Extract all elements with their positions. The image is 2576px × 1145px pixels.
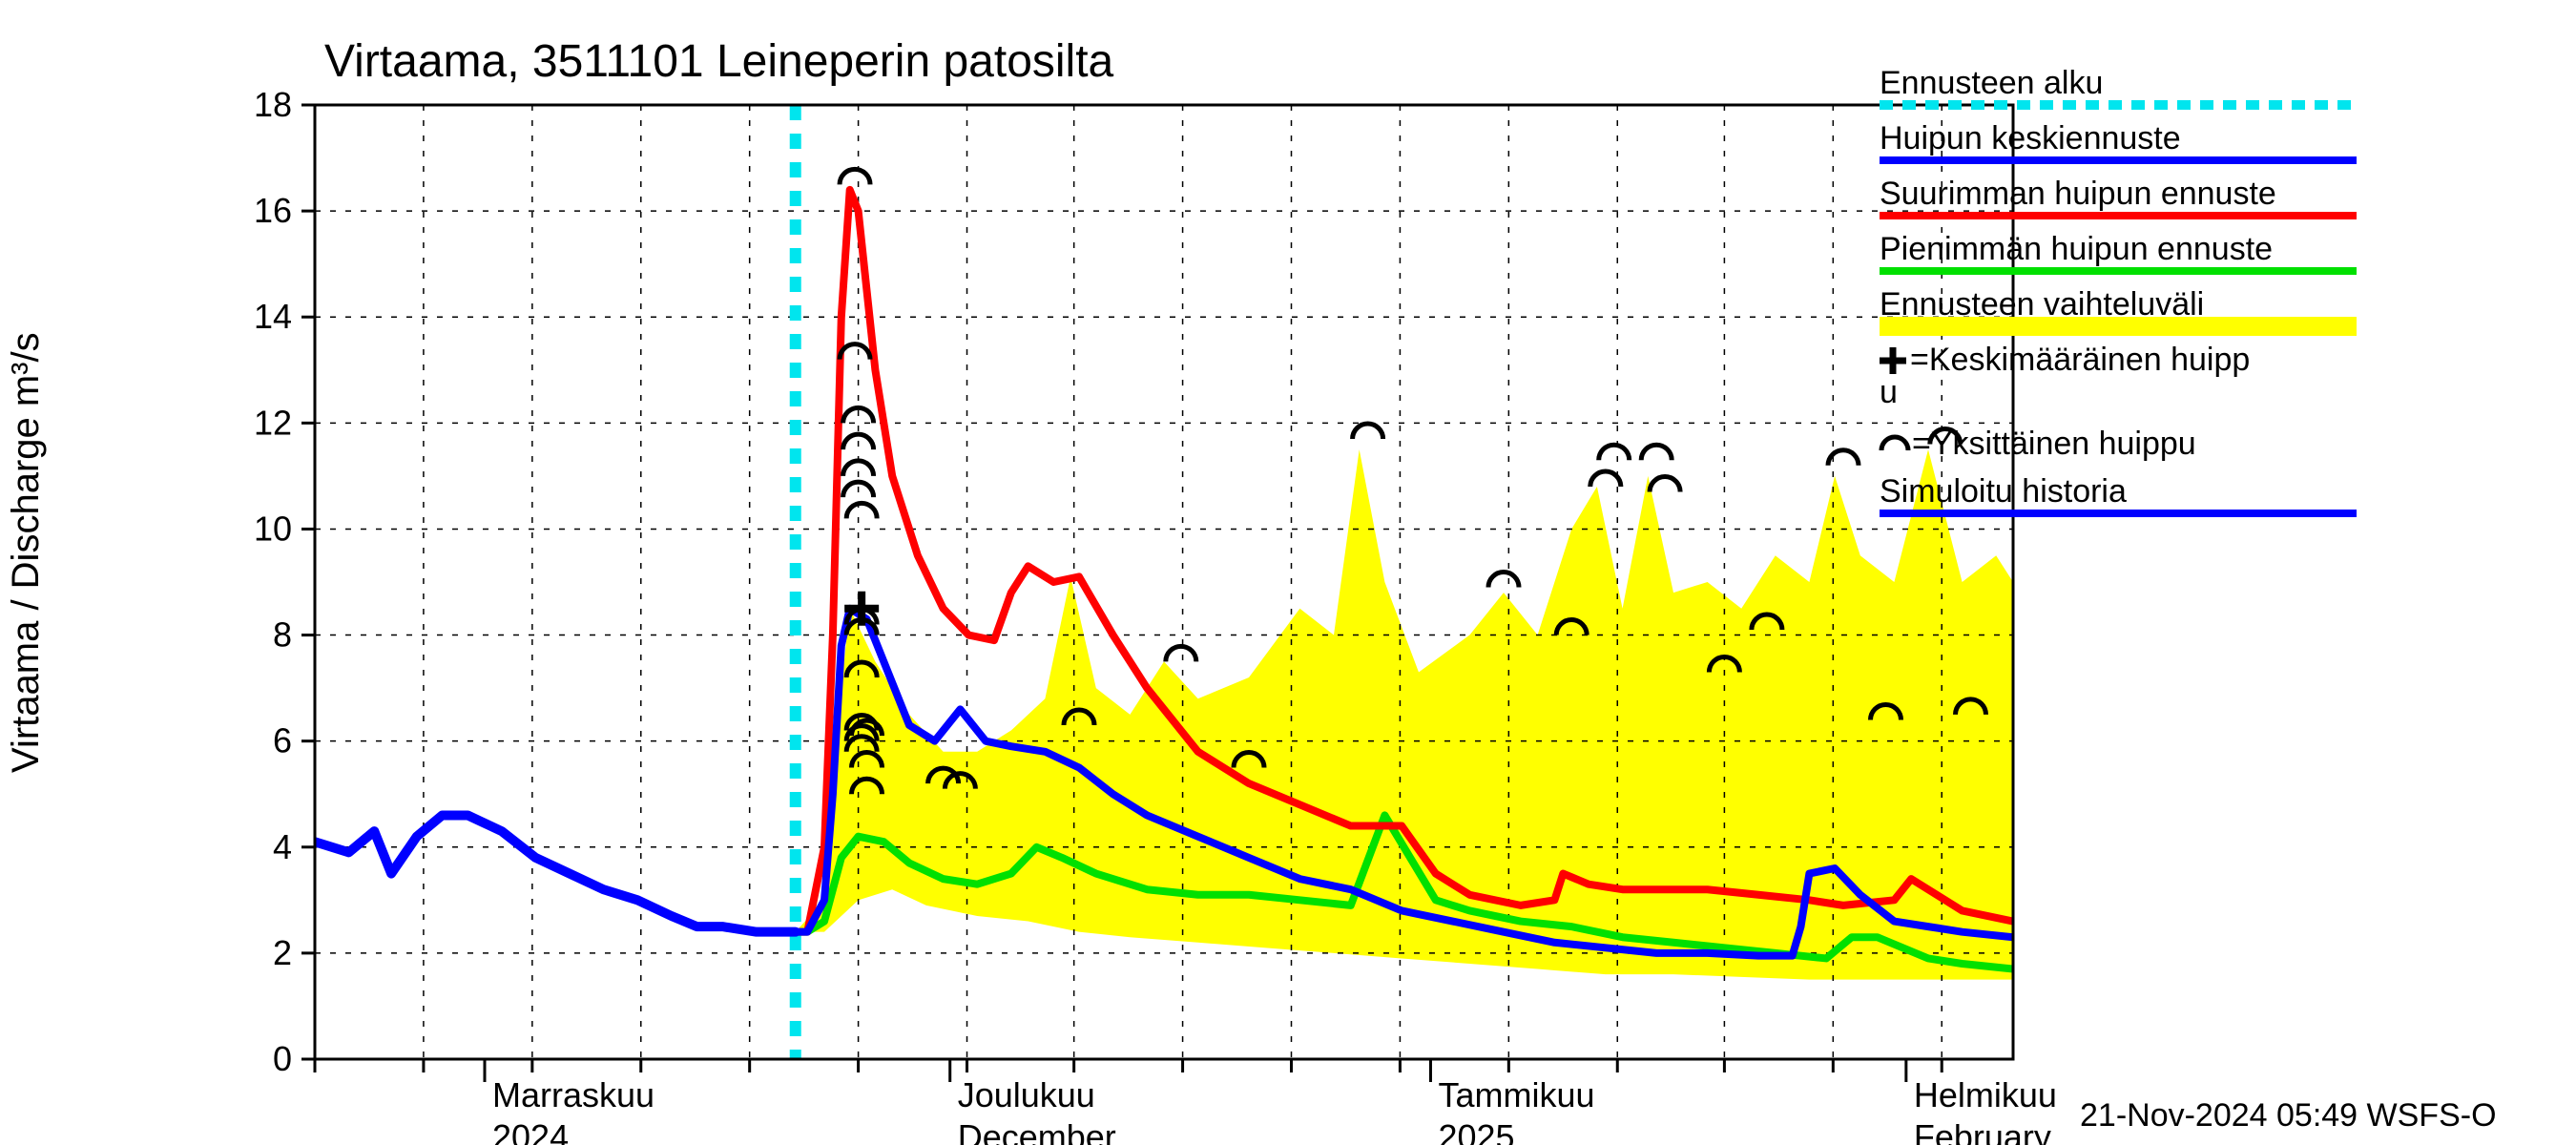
y-tick-label: 10 (254, 509, 292, 548)
peak-arc-marker (1488, 572, 1519, 588)
legend-label: =Yksittäinen huippu (1912, 426, 2196, 462)
x-month-sublabel: 2024 (492, 1117, 569, 1145)
peak-arc-marker (1828, 450, 1859, 466)
y-tick-label: 14 (254, 297, 292, 336)
x-month-label: Marraskuu (492, 1075, 654, 1114)
discharge-chart: 0 2 4 6 8 10 12 14 16 18 Marraskuu 2024 Joulukuu Dece… (0, 0, 2576, 1145)
x-month-label: Tammikuu (1438, 1075, 1594, 1114)
x-month-sublabel: December (958, 1117, 1116, 1145)
y-tick-label: 0 (273, 1039, 292, 1078)
chart-title: Virtaama, 3511101 Leineperin patosilta (324, 36, 1114, 87)
legend-label-cont: u (1880, 374, 1898, 410)
y-tick-label: 2 (273, 933, 292, 972)
chart-container: 0 2 4 6 8 10 12 14 16 18 Marraskuu 2024 Joulukuu Dece… (0, 0, 2576, 1145)
x-month-sublabel: 2025 (1438, 1117, 1514, 1145)
y-tick-label: 18 (254, 85, 292, 124)
peak-arc-marker (1650, 477, 1680, 492)
legend-label: Pienimmän huipun ennuste (1880, 231, 2273, 267)
y-axis-label: Virtaama / Discharge m³/s (5, 332, 47, 773)
y-tick-label: 6 (273, 721, 292, 760)
legend-label: =Keskimääräinen huipp (1910, 342, 2250, 378)
peak-arc-marker (1166, 646, 1196, 661)
peak-arc-marker (1353, 424, 1383, 439)
y-tick-label: 4 (273, 827, 292, 866)
legend-label: Ennusteen alku (1880, 65, 2103, 101)
history-line (315, 815, 796, 931)
peak-arc-marker (846, 503, 877, 518)
x-month-label: Helmikuu (1914, 1075, 2057, 1114)
peak-arc-marker (1590, 471, 1621, 487)
legend-label: Huipun keskiennuste (1880, 120, 2181, 156)
chart-footer: 21-Nov-2024 05:49 WSFS-O (2080, 1097, 2497, 1134)
legend-label: Simuloitu historia (1880, 473, 2127, 510)
legend-label: Suurimman huipun ennuste (1880, 176, 2276, 212)
y-tick-label: 8 (273, 615, 292, 655)
legend-arc-icon (1881, 437, 1908, 450)
x-month-sublabel: February (1914, 1117, 2051, 1145)
x-month-label: Joulukuu (958, 1075, 1095, 1114)
y-tick-label: 16 (254, 191, 292, 230)
y-tick-label: 12 (254, 403, 292, 442)
peak-arc-marker (1641, 445, 1672, 460)
legend-swatch (1880, 317, 2357, 336)
peak-arc-marker (840, 344, 870, 360)
peak-arc-marker (840, 169, 870, 184)
peak-arc-marker (1599, 445, 1630, 460)
